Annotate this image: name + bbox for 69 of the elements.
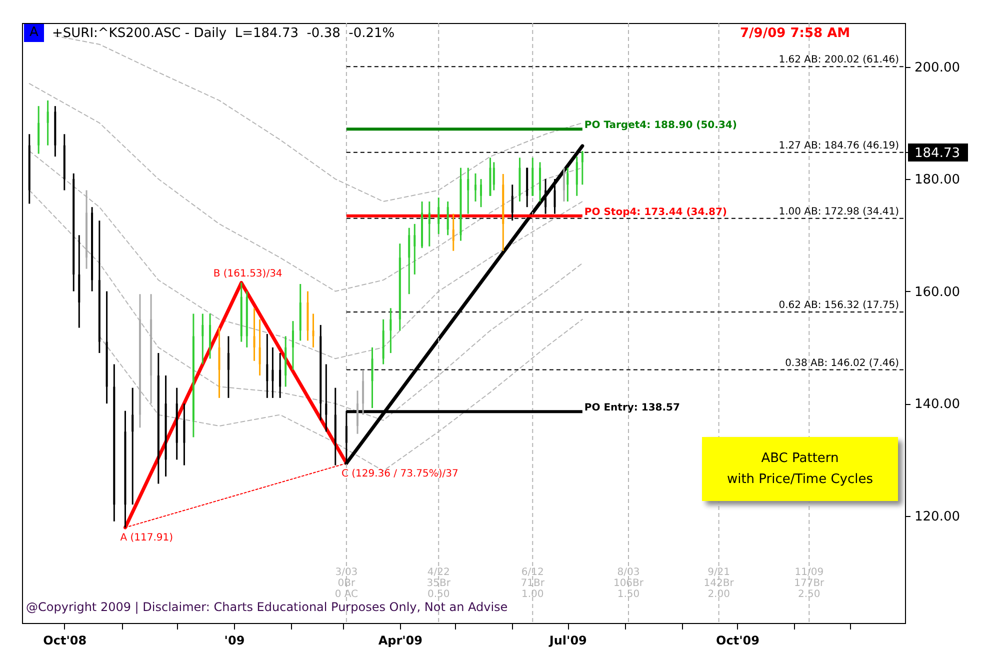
candlestick — [312, 312, 314, 348]
letter-badge: A — [24, 24, 44, 42]
candlestick — [209, 312, 212, 360]
candlestick — [438, 196, 440, 235]
candlestick — [38, 105, 40, 155]
note-box: ABC Pattern with Price/Time Cycles — [702, 437, 898, 501]
candlestick — [428, 200, 430, 248]
annotation: @Copyright 2009 | Disclaimer: Charts Educational Purposes Only, Not an Advise — [26, 600, 508, 614]
ref-line-label: PO Target4: 188.90 (50.34) — [584, 120, 737, 132]
candlestick — [258, 318, 261, 376]
candlestick — [272, 346, 274, 399]
candlestick — [371, 346, 374, 409]
y-tick-label: 180.00 — [914, 172, 960, 188]
candlestick — [554, 178, 556, 215]
candlestick — [183, 402, 186, 466]
candlestick — [544, 178, 547, 215]
candlestick — [227, 335, 230, 399]
x-tick-label: Oct'09 — [716, 634, 760, 648]
ref-line-label: 1.27 AB: 184.76 (46.19) — [778, 140, 900, 152]
candlestick — [562, 167, 565, 202]
candlestick — [390, 307, 392, 354]
candlestick — [279, 352, 282, 399]
candlestick — [266, 333, 268, 399]
candlestick — [325, 364, 328, 432]
candlestick — [566, 167, 569, 202]
ref-line-label: 6/12 71Br 1.00 — [520, 567, 546, 600]
candlestick — [446, 200, 449, 236]
candlestick — [539, 161, 541, 202]
ref-line-label: PO Entry: 138.57 — [584, 402, 680, 414]
x-tick-label: Apr'09 — [378, 634, 422, 648]
y-tick-label: 120.00 — [914, 509, 960, 524]
ref-line-label: 0.38 AB: 146.02 (7.46) — [785, 358, 900, 369]
chart-subtitle: 7/9/09 7:58 AM — [740, 26, 850, 41]
y-tick-label: 140.00 — [914, 397, 960, 412]
candlestick — [132, 387, 134, 506]
ref-line-label: 4/22 35Br 0.50 — [426, 567, 452, 600]
candlestick — [408, 227, 410, 295]
candlestick — [292, 320, 294, 371]
y-tick-label: 184.73 — [914, 146, 960, 161]
y-tick-label: 200.00 — [914, 60, 960, 76]
candlestick — [46, 100, 49, 146]
ref-line-label: 1.00 AB: 172.98 (34.41) — [778, 206, 900, 218]
candlestick — [202, 312, 204, 366]
candlestick — [414, 223, 416, 276]
candlestick — [218, 327, 220, 399]
candlestick — [581, 150, 584, 186]
annotation: C (129.36 / 73.75%)/37 — [341, 468, 458, 480]
candlestick — [492, 161, 495, 192]
annotation: B (161.53)/34 — [213, 268, 282, 280]
annotation: A (117.91) — [120, 532, 174, 544]
x-tick-label: Oct'08 — [43, 634, 87, 648]
candlestick — [480, 178, 482, 208]
candlestick — [253, 307, 256, 362]
chart-title: +SURI:^KS200.ASC - Daily L=184.73 -0.38 -0.21% — [52, 26, 395, 41]
candlestick — [362, 369, 364, 416]
ref-line-label: 9/21 142Br 2.00 — [704, 567, 735, 600]
ref-line-label: PO Stop4: 173.44 (34.87) — [584, 206, 728, 218]
ref-line-label: 0.62 AB: 156.32 (17.75) — [778, 300, 900, 311]
candlestick — [474, 172, 476, 202]
candlestick — [452, 213, 454, 252]
x-tick-label: Jul'09 — [548, 634, 587, 648]
x-tick-label: '09 — [224, 634, 245, 648]
candlestick — [467, 167, 470, 215]
ref-line-label: 11/09 177Br 2.50 — [794, 567, 826, 600]
candlestick — [576, 156, 578, 197]
y-tick-label: 160.00 — [914, 284, 960, 300]
ref-line-label: 1.62 AB: 200.02 (61.46) — [778, 54, 900, 66]
candlestick — [356, 390, 359, 435]
ref-line-label: 3/03 0Br 0 AC — [334, 567, 358, 600]
